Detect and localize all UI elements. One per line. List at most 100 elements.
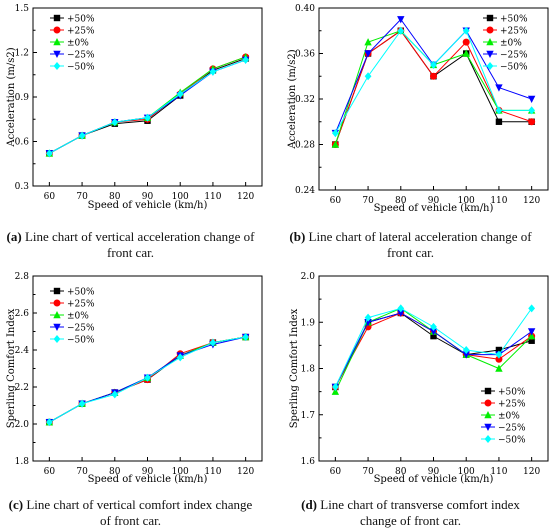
y-tick-label: 0.3 [15, 182, 30, 192]
caption-a-tag: (a) [6, 229, 22, 244]
data-point [111, 118, 119, 127]
data-point [397, 16, 405, 24]
series-5 [45, 333, 250, 427]
data-point [144, 113, 151, 122]
data-point [397, 304, 405, 313]
data-point [364, 38, 372, 46]
data-point [111, 390, 119, 399]
x-tick-label: 90 [142, 192, 154, 202]
legend-label: −50% [500, 63, 528, 73]
legend-label: −25% [67, 324, 95, 334]
caption-b-text: Line chart of lateral acceleration chang… [305, 229, 532, 260]
y-tick-label: 2.0 [301, 272, 316, 282]
legend-label: −50% [67, 63, 95, 73]
legend-marker [484, 435, 492, 443]
legend-marker [53, 311, 61, 319]
data-point [495, 118, 503, 125]
x-tick-label: 90 [428, 196, 440, 206]
y-tick-label: 0.6 [15, 138, 30, 148]
x-tick-label: 80 [109, 192, 121, 202]
data-point [495, 364, 503, 372]
y-tick-label: 1.9 [301, 318, 316, 328]
legend-marker [484, 411, 492, 419]
chart-b: 0.24 0.28 0.32 0.36 0.40 60 70 80 90 100 110 120 Spe… [287, 4, 549, 214]
legend-marker [486, 50, 494, 58]
data-point [527, 95, 536, 103]
x-tick-label: 100 [458, 196, 475, 206]
legend-label: −25% [500, 51, 528, 61]
legend-label: +25% [498, 400, 526, 410]
x-tick-label: 110 [204, 192, 221, 202]
data-point [430, 72, 437, 80]
data-point [176, 90, 184, 99]
y-tick-label: 1.6 [301, 457, 316, 467]
data-point [495, 346, 503, 354]
y-tick-label: 2.8 [15, 272, 30, 282]
x-tick-label: 70 [76, 192, 88, 202]
data-point [331, 383, 339, 391]
legend-label: +25% [67, 27, 95, 37]
series-line [334, 307, 533, 388]
x-tick-label: 70 [76, 467, 88, 477]
x-tick-label: 110 [490, 196, 507, 206]
series-line [49, 59, 246, 154]
data-point [45, 418, 53, 427]
legend-marker [53, 38, 61, 46]
caption-c-tag: (c) [8, 497, 24, 512]
y-tick-label: 2.4 [15, 346, 30, 356]
legend: +50% +25% ±0% −25% −50% [50, 288, 95, 346]
y-tick-label: 0.36 [295, 50, 315, 60]
caption-b: (b) Line chart of lateral acceleration c… [283, 229, 538, 261]
caption-a-text: Line chart of vertical acceleration chan… [21, 229, 255, 260]
legend-label: +25% [500, 27, 528, 37]
x-axis-label: Speed of vehicle (km/h) [88, 200, 208, 211]
x-tick-label: 100 [172, 467, 189, 477]
data-point [430, 322, 437, 331]
legend-label: +25% [67, 300, 95, 310]
y-tick-label: 1.5 [15, 4, 30, 14]
data-point [364, 50, 372, 58]
caption-c: (c) Line chart of vertical comfort index… [3, 497, 258, 529]
data-point [331, 387, 340, 395]
data-point [364, 313, 372, 322]
legend-label: +50% [67, 15, 95, 25]
y-tick-label: 0.32 [295, 95, 315, 105]
x-tick-label: 110 [204, 467, 221, 477]
x-tick-label: 90 [142, 467, 154, 477]
legend-marker [53, 299, 61, 307]
x-tick-label: 120 [237, 467, 254, 477]
data-point [527, 328, 536, 336]
series-5 [331, 26, 536, 138]
legend: +50% +25% ±0% −25% −50% [481, 388, 526, 446]
legend-label: ±0% [67, 39, 89, 49]
data-point [495, 84, 503, 92]
data-point [331, 129, 339, 138]
data-point [242, 55, 250, 64]
x-tick-label: 100 [172, 192, 189, 202]
data-point [528, 118, 536, 126]
x-tick-label: 70 [362, 196, 374, 206]
x-tick-label: 80 [395, 467, 407, 477]
x-tick-label: 120 [523, 196, 540, 206]
data-point [144, 373, 151, 382]
legend-marker [486, 38, 494, 46]
legend-label: ±0% [67, 312, 89, 322]
legend-label: ±0% [500, 39, 522, 49]
y-tick-label: 1.8 [15, 457, 30, 467]
legend-marker [53, 287, 61, 295]
y-tick-label: 2.6 [15, 309, 30, 319]
series-3 [331, 304, 536, 395]
legend-label: −50% [67, 336, 95, 346]
legend-marker [486, 62, 494, 70]
legend-marker [53, 14, 61, 22]
x-tick-label: 110 [490, 467, 507, 477]
legend-label: ±0% [498, 412, 520, 422]
series-5 [331, 304, 536, 391]
x-tick-label: 80 [395, 196, 407, 206]
data-point [78, 131, 86, 140]
data-point [209, 338, 217, 347]
data-point [78, 399, 86, 408]
legend-marker [484, 423, 492, 431]
data-point [462, 351, 470, 359]
